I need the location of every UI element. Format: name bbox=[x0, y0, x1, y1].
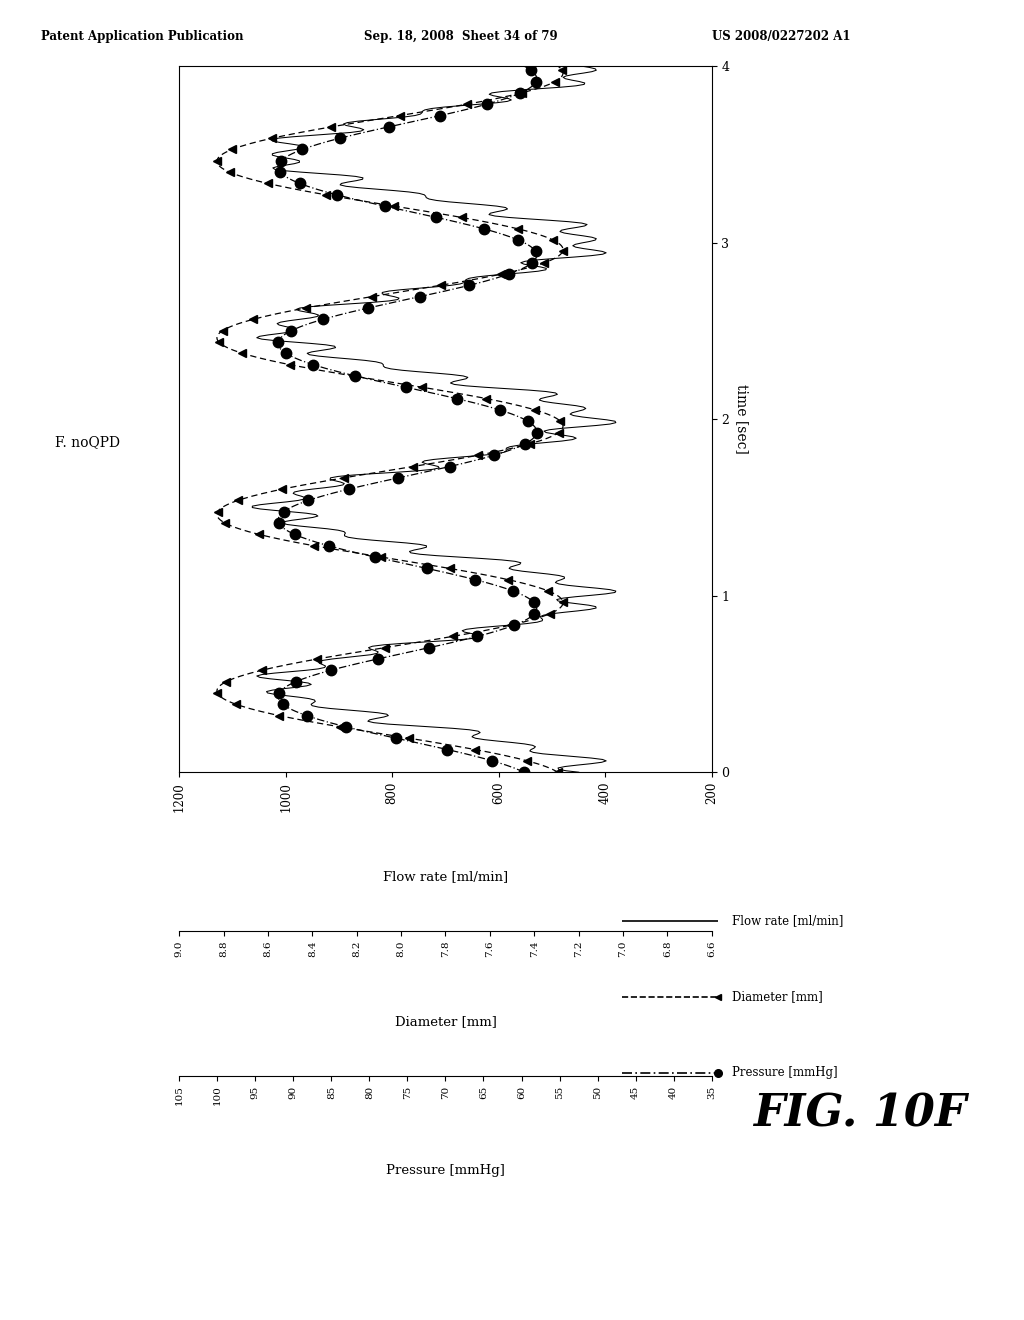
X-axis label: Flow rate [ml/min]: Flow rate [ml/min] bbox=[383, 870, 508, 883]
Text: US 2008/0227202 A1: US 2008/0227202 A1 bbox=[712, 30, 850, 44]
Text: Flow rate [ml/min]: Flow rate [ml/min] bbox=[732, 913, 844, 927]
Text: FIG. 10F: FIG. 10F bbox=[753, 1092, 966, 1135]
X-axis label: Pressure [mmHg]: Pressure [mmHg] bbox=[386, 1164, 505, 1176]
Text: Diameter [mm]: Diameter [mm] bbox=[732, 990, 823, 1003]
Y-axis label: time [sec]: time [sec] bbox=[735, 384, 749, 454]
Text: Sep. 18, 2008  Sheet 34 of 79: Sep. 18, 2008 Sheet 34 of 79 bbox=[364, 30, 557, 44]
X-axis label: Diameter [mm]: Diameter [mm] bbox=[394, 1015, 497, 1028]
Text: Pressure [mmHg]: Pressure [mmHg] bbox=[732, 1067, 838, 1080]
Text: F. noQPD: F. noQPD bbox=[54, 436, 120, 449]
Text: Patent Application Publication: Patent Application Publication bbox=[41, 30, 244, 44]
